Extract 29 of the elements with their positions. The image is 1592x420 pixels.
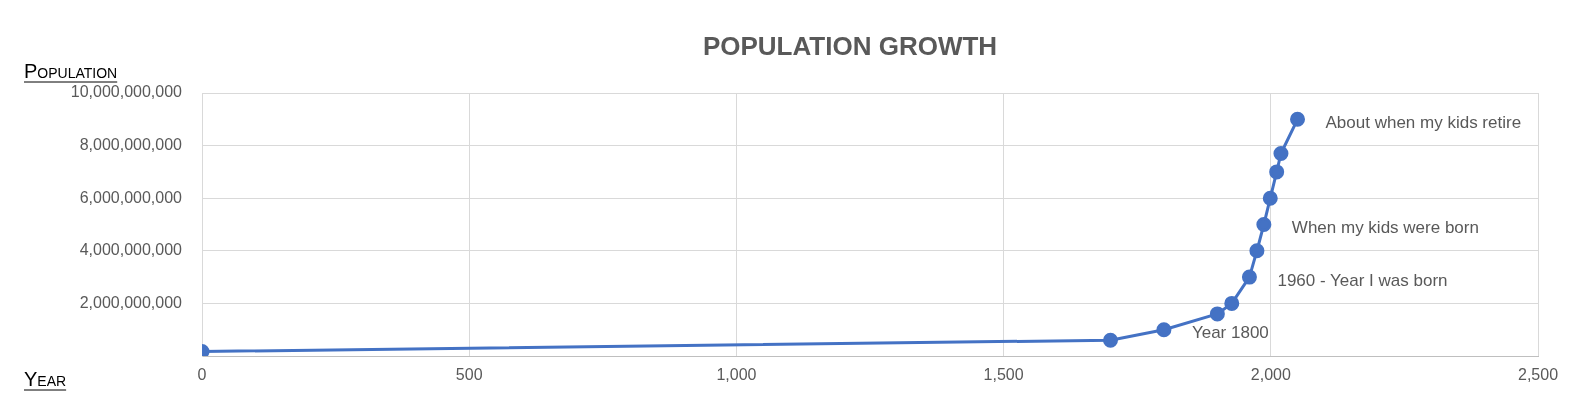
point [1273, 145, 1289, 161]
point [1224, 295, 1240, 311]
annotation: 1960 - Year I was born [1277, 270, 1448, 290]
y-tick-label: 2,000,000,000 [79, 293, 183, 311]
x-axis-title: Year [24, 368, 67, 390]
x-tick-label: 500 [455, 366, 483, 384]
point [1256, 217, 1272, 232]
y-tick-label: 6,000,000,000 [79, 188, 183, 206]
point [1209, 306, 1225, 322]
y-tick-label: 4,000,000,000 [79, 241, 183, 259]
point [1262, 190, 1278, 206]
x-tick-label: 1,000 [716, 366, 757, 384]
x-tick-label: 2,500 [1517, 366, 1559, 384]
point [1249, 243, 1265, 259]
y-axis-title: Population [24, 60, 118, 82]
x-tick-label: 0 [197, 366, 207, 384]
annotation: About when my kids retire [1325, 112, 1522, 132]
y-tick-label: 8,000,000,000 [79, 136, 183, 154]
point [1156, 322, 1172, 338]
y-tick-label: 10,000,000,000 [70, 83, 183, 101]
point [1102, 332, 1118, 348]
chart-title: POPULATION GROWTH [702, 31, 998, 62]
annotation: Year 1800 [1191, 323, 1269, 343]
point [1269, 164, 1285, 180]
x-tick-label: 1,500 [983, 366, 1024, 384]
annotation: When my kids were born [1291, 218, 1479, 238]
x-tick-label: 2,000 [1250, 366, 1291, 384]
point [1241, 269, 1257, 285]
point [1290, 111, 1306, 127]
